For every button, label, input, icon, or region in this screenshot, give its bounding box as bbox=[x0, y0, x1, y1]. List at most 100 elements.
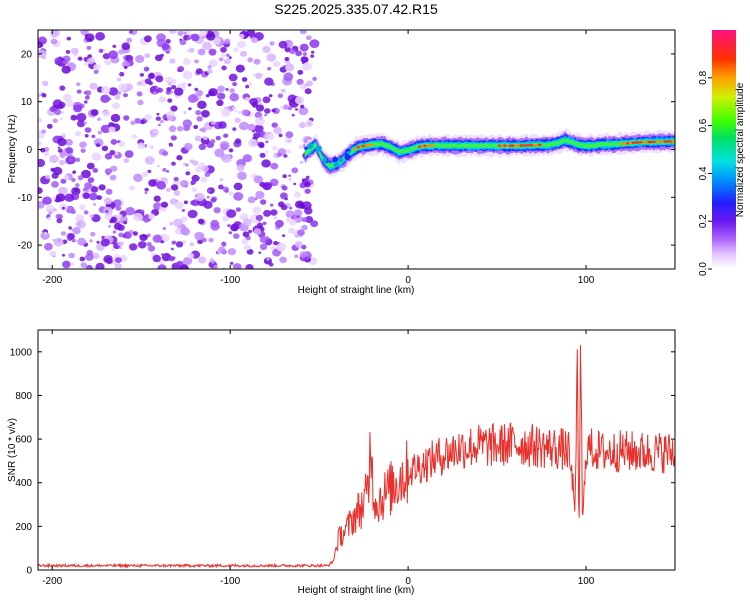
noise-speck bbox=[242, 218, 252, 227]
noise-speck bbox=[110, 216, 118, 223]
noise-speck bbox=[312, 76, 317, 81]
noise-speck bbox=[101, 85, 111, 94]
noise-speck bbox=[200, 127, 207, 133]
noise-speck bbox=[71, 178, 76, 182]
noise-speck bbox=[194, 87, 199, 92]
noise-speck bbox=[43, 151, 50, 157]
noise-speck bbox=[107, 224, 112, 228]
noise-speck bbox=[73, 104, 83, 113]
noise-speck bbox=[173, 190, 181, 197]
noise-speck bbox=[180, 227, 190, 236]
noise-speck bbox=[40, 231, 50, 240]
noise-speck bbox=[187, 83, 192, 87]
signal-core-mark bbox=[663, 140, 667, 143]
noise-speck bbox=[251, 37, 259, 44]
noise-speck bbox=[299, 83, 307, 90]
noise-speck bbox=[88, 192, 98, 201]
noise-speck bbox=[277, 93, 284, 99]
noise-speck bbox=[80, 148, 86, 153]
noise-speck bbox=[144, 187, 149, 192]
noise-speck bbox=[196, 90, 204, 96]
noise-speck bbox=[147, 245, 156, 252]
noise-speck bbox=[86, 45, 92, 51]
noise-speck bbox=[83, 91, 87, 94]
noise-speck bbox=[234, 138, 242, 144]
noise-speck bbox=[150, 132, 157, 138]
snr-xtick-label: -200 bbox=[42, 576, 62, 587]
noise-speck bbox=[132, 212, 143, 222]
noise-speck bbox=[38, 187, 43, 194]
noise-speck bbox=[68, 252, 75, 259]
snr-ytick-label: 800 bbox=[15, 391, 32, 402]
noise-speck bbox=[193, 124, 199, 130]
signal-onset-mark bbox=[304, 146, 308, 150]
noise-speck bbox=[278, 201, 285, 208]
noise-speck bbox=[247, 196, 256, 204]
noise-speck bbox=[309, 39, 320, 48]
noise-speck bbox=[208, 237, 214, 243]
signal-core-mark bbox=[364, 144, 369, 147]
noise-speck bbox=[38, 158, 46, 168]
noise-speck bbox=[241, 77, 248, 82]
noise-speck bbox=[233, 47, 239, 53]
noise-speck bbox=[162, 151, 169, 156]
noise-speck bbox=[248, 82, 253, 86]
noise-speck bbox=[77, 56, 83, 61]
noise-speck bbox=[81, 169, 91, 179]
spectrogram-noise-region bbox=[38, 30, 320, 269]
noise-speck bbox=[272, 146, 278, 151]
noise-speck bbox=[80, 262, 88, 268]
signal-core-mark bbox=[519, 144, 523, 147]
noise-speck bbox=[43, 232, 48, 235]
noise-speck bbox=[237, 171, 247, 181]
noise-speck bbox=[117, 91, 122, 95]
noise-speck bbox=[253, 175, 263, 184]
noise-speck bbox=[137, 241, 147, 249]
noise-speck bbox=[123, 231, 132, 239]
colorbar-tick-label: 0.8 bbox=[698, 70, 709, 84]
noise-speck bbox=[90, 186, 99, 193]
noise-speck bbox=[109, 149, 116, 156]
noise-speck bbox=[91, 214, 101, 223]
noise-speck bbox=[84, 134, 89, 138]
noise-speck bbox=[215, 135, 221, 141]
noise-speck bbox=[228, 73, 238, 82]
noise-speck bbox=[294, 96, 305, 105]
spectrogram-signal-track bbox=[304, 128, 675, 177]
noise-speck bbox=[192, 160, 199, 166]
noise-speck bbox=[38, 41, 43, 49]
noise-speck bbox=[51, 181, 59, 188]
noise-speck bbox=[255, 104, 265, 112]
noise-speck bbox=[220, 53, 226, 58]
noise-speck bbox=[245, 264, 254, 269]
noise-speck bbox=[89, 214, 94, 219]
noise-speck bbox=[228, 231, 233, 235]
noise-speck bbox=[62, 260, 71, 269]
noise-speck bbox=[176, 155, 183, 161]
noise-speck bbox=[91, 134, 96, 139]
signal-core-mark bbox=[527, 144, 531, 147]
noise-speck bbox=[160, 53, 165, 57]
noise-speck bbox=[84, 90, 92, 96]
noise-speck bbox=[156, 112, 160, 116]
noise-speck bbox=[206, 32, 216, 41]
noise-speck bbox=[47, 217, 52, 221]
noise-speck bbox=[70, 114, 78, 121]
colorbar-tick-label: 0.0 bbox=[698, 262, 709, 276]
noise-speck bbox=[149, 145, 155, 150]
noise-speck bbox=[75, 131, 82, 137]
noise-speck bbox=[280, 192, 288, 200]
noise-speck bbox=[49, 154, 59, 164]
noise-speck bbox=[264, 108, 271, 114]
noise-speck bbox=[195, 110, 202, 116]
noise-speck bbox=[142, 171, 149, 177]
noise-speck bbox=[93, 203, 97, 206]
signal-core-mark bbox=[524, 144, 529, 147]
signal-onset-mark bbox=[346, 151, 351, 155]
noise-speck bbox=[196, 176, 200, 180]
noise-speck bbox=[56, 218, 63, 224]
noise-speck bbox=[198, 143, 207, 150]
noise-speck bbox=[190, 181, 195, 186]
noise-speck bbox=[59, 85, 66, 91]
noise-speck bbox=[65, 147, 74, 154]
